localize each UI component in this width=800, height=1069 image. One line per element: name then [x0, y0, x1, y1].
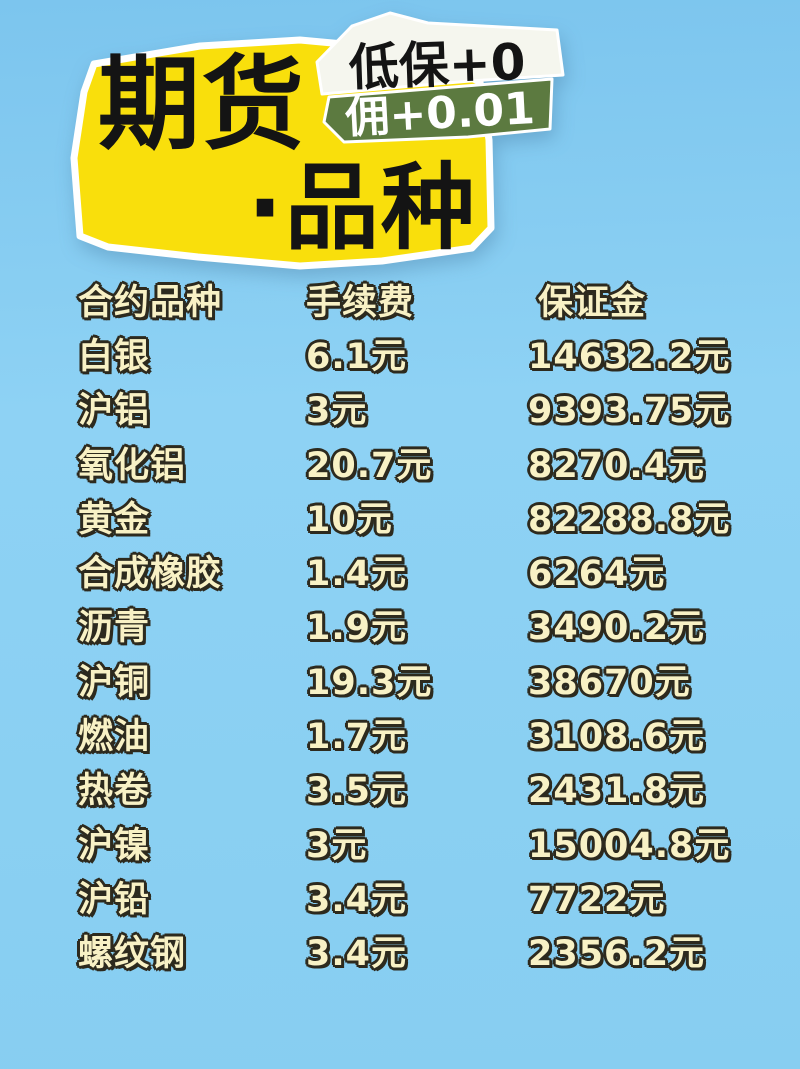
table-row: 白银 6.1元 14632.2元 [0, 326, 800, 380]
table-row: 燃油 1.7元 3108.6元 [0, 706, 800, 760]
fee-value: 1.7元 [306, 717, 408, 758]
fee-value: 1.4元 [306, 554, 408, 595]
table-row: 沪铅 3.4元 7722元 [0, 869, 800, 923]
table-row: 合成橡胶 1.4元 6264元 [0, 543, 800, 597]
column-header-fee: 手续费 [306, 282, 415, 323]
fee-value: 3元 [306, 391, 368, 432]
table-row: 氧化铝 20.7元 8270.4元 [0, 435, 800, 489]
fee-value: 3.4元 [306, 934, 408, 975]
margin-value: 3108.6元 [528, 717, 706, 758]
fee-value: 19.3元 [306, 662, 433, 703]
fee-value: 3元 [306, 825, 368, 866]
fee-value: 10元 [306, 499, 393, 540]
table-row: 沪镍 3元 15004.8元 [0, 815, 800, 869]
badge-top-shape [315, 11, 565, 96]
contract-name: 白银 [78, 336, 151, 377]
header-graphic: 期货 ·品种 低保+0 佣+0.01 [70, 11, 565, 270]
contract-name: 沪铝 [78, 391, 151, 432]
contract-name: 沪铅 [78, 879, 151, 920]
margin-value: 9393.75元 [528, 391, 731, 432]
table-row: 沪铝 3元 9393.75元 [0, 381, 800, 435]
table-row: 沪铜 19.3元 38670元 [0, 652, 800, 706]
badge-top-label: 低保+0 [348, 33, 527, 97]
table-row: 热卷 3.5元 2431.8元 [0, 761, 800, 815]
contract-name: 燃油 [78, 717, 151, 758]
fee-value: 6.1元 [306, 336, 408, 377]
margin-value: 6264元 [528, 554, 666, 595]
column-header-margin: 保证金 [538, 282, 647, 323]
contract-name: 沪镍 [78, 825, 151, 866]
table-row: 螺纹钢 3.4元 2356.2元 [0, 924, 800, 978]
margin-value: 15004.8元 [528, 825, 731, 866]
margin-value: 7722元 [528, 879, 666, 920]
contract-name: 沥青 [78, 608, 151, 649]
fee-value: 20.7元 [306, 445, 433, 486]
fee-table: 合约品种 手续费 保证金 白银 6.1元 14632.2元 沪铝 3元 9393… [0, 272, 800, 978]
column-header-contract: 合约品种 [78, 282, 223, 323]
fee-value: 3.4元 [306, 879, 408, 920]
table-header-row: 合约品种 手续费 保证金 [0, 272, 800, 326]
margin-value: 2431.8元 [528, 771, 706, 812]
poster-title-line1: 期货 [98, 46, 306, 165]
fee-value: 1.9元 [306, 608, 408, 649]
table-row: 沥青 1.9元 3490.2元 [0, 598, 800, 652]
margin-value: 3490.2元 [528, 608, 706, 649]
margin-value: 14632.2元 [528, 336, 731, 377]
margin-value: 2356.2元 [528, 934, 706, 975]
contract-name: 氧化铝 [78, 445, 187, 486]
margin-value: 38670元 [528, 662, 691, 703]
contract-name: 螺纹钢 [78, 934, 187, 975]
poster-title-line2: ·品种 [247, 154, 477, 263]
contract-name: 热卷 [78, 771, 151, 812]
margin-value: 82288.8元 [528, 499, 731, 540]
table-row: 黄金 10元 82288.8元 [0, 489, 800, 543]
contract-name: 黄金 [78, 499, 151, 540]
margin-value: 8270.4元 [528, 445, 706, 486]
contract-name: 沪铜 [78, 662, 151, 703]
fee-value: 3.5元 [306, 771, 408, 812]
contract-name: 合成橡胶 [78, 554, 223, 595]
badge-bottom-label: 佣+0.01 [343, 83, 536, 144]
badge-bottom-shape [322, 77, 554, 144]
